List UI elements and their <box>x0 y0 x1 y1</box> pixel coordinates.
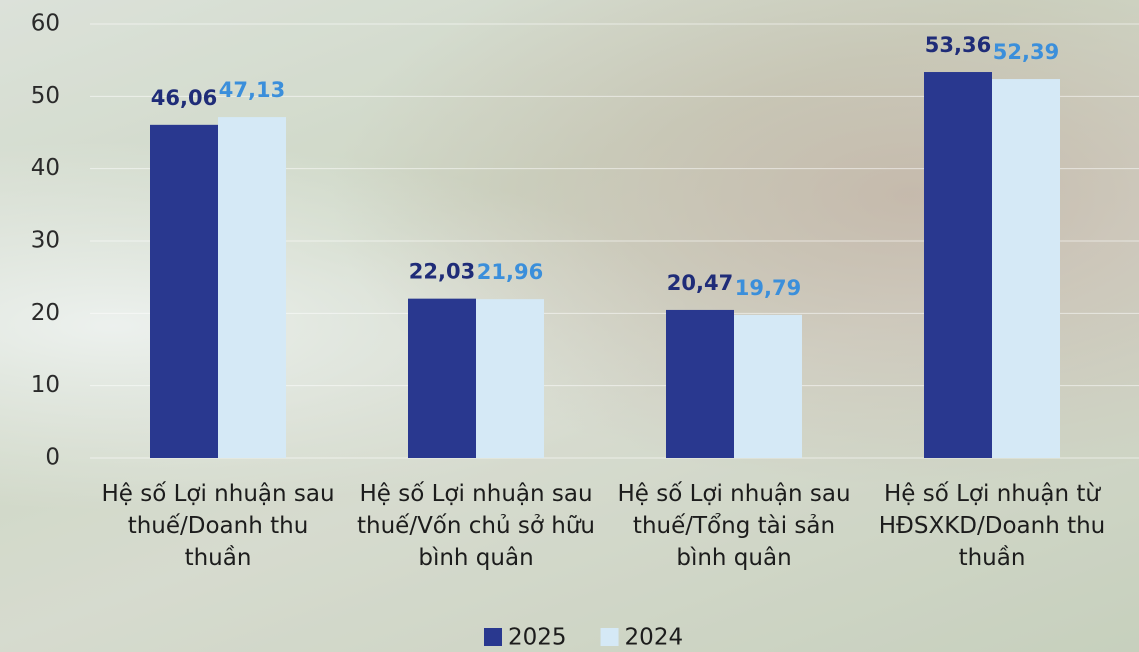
x-tick-label: Hệ số Lợi nhuận sau thuế/Tổng tài sản bì… <box>617 481 851 571</box>
legend-swatch <box>484 628 502 646</box>
x-tick-label: Hệ số Lợi nhuận sau thuế/Vốn chủ sở hữu … <box>357 481 595 571</box>
bar <box>734 314 802 458</box>
bar <box>218 117 286 458</box>
y-tick-label: 60 <box>31 11 60 37</box>
data-label: 21,96 <box>477 260 543 284</box>
data-label: 46,06 <box>151 86 217 110</box>
y-tick-label: 50 <box>31 83 60 109</box>
data-label: 20,47 <box>667 271 733 295</box>
bar <box>408 298 476 458</box>
data-label: 52,39 <box>993 40 1059 64</box>
data-label: 22,03 <box>409 260 475 284</box>
y-tick-label: 0 <box>45 445 60 471</box>
y-tick-label: 10 <box>31 372 60 398</box>
legend-swatch <box>600 628 619 646</box>
data-label: 47,13 <box>219 78 285 102</box>
x-tick-label: Hệ số Lợi nhuận từ HĐSXKD/Doanh thu thuầ… <box>878 481 1106 571</box>
y-tick-label: 40 <box>31 155 60 181</box>
x-tick-label: Hệ số Lợi nhuận sau thuế/Doanh thu thuần <box>101 481 335 571</box>
bar <box>476 299 544 458</box>
legend-label: 2024 <box>625 625 684 651</box>
bar <box>150 124 218 458</box>
y-tick-label: 30 <box>31 228 60 254</box>
bar <box>666 309 734 458</box>
bar <box>924 72 992 459</box>
data-label: 19,79 <box>735 276 801 300</box>
data-label: 53,36 <box>925 33 991 57</box>
legend-label: 2025 <box>508 625 567 651</box>
bar <box>992 79 1060 459</box>
y-tick-label: 20 <box>31 300 60 326</box>
